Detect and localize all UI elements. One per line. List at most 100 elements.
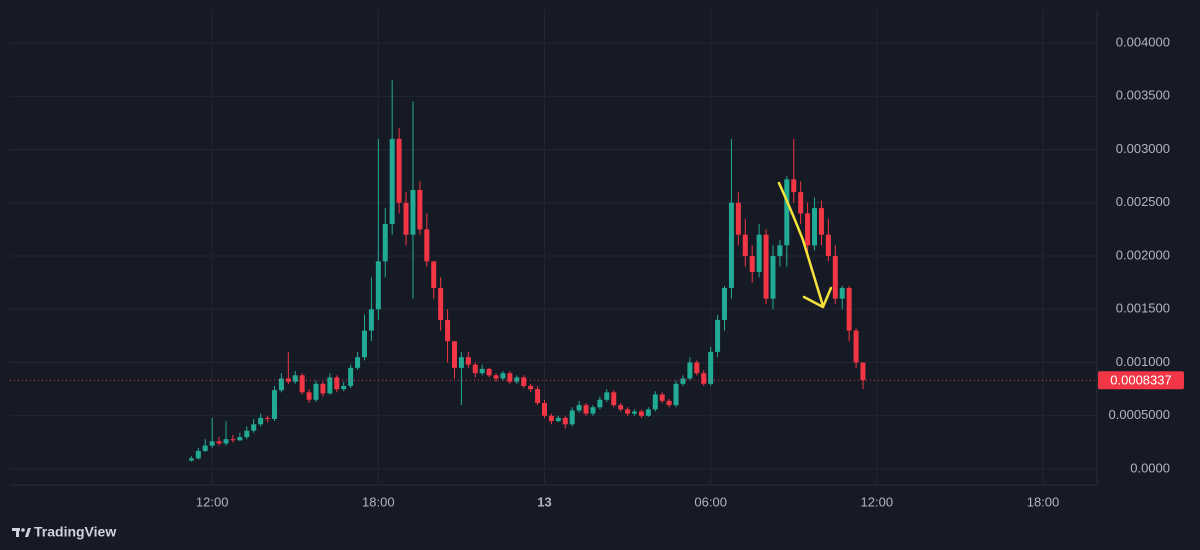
candle-body [403,202,409,235]
candle-body [410,189,416,235]
candle-body [202,445,208,451]
y-tick-label: 0.003500 [1116,88,1170,103]
candle-body [687,362,693,379]
candle-body [451,341,457,368]
candle-body [472,364,478,374]
brand-logo [12,528,31,537]
candle-body [223,439,229,444]
candle-body [562,417,568,425]
candle-body [313,383,319,400]
x-tick-label: 12:00 [196,494,229,509]
candle-body [618,405,624,410]
candle-body [784,179,790,246]
candle-body [541,402,547,416]
candle-body [555,417,561,422]
logo-part [21,528,25,532]
y-tick-label: 0.0000 [1130,460,1170,475]
axes: 0.0000 0.0005000 0.001000 0.001500 0.002000 0… [10,34,1184,509]
y-tick-label: 0.0005000 [1109,407,1170,422]
candles [188,80,866,462]
candle-body [756,234,762,272]
candle-body [583,405,589,414]
candle-body [812,208,818,246]
candle-body [271,390,277,419]
candle-body [417,189,423,230]
candle-body [251,424,257,431]
arrow-shaft [777,181,825,308]
candle-body [500,373,506,379]
logo-part [16,528,19,537]
brand-name: TradingView [34,524,116,540]
y-tick-label: 0.001000 [1116,354,1170,369]
candle-body [860,362,866,381]
candle-body [438,287,444,320]
candle-body [486,368,492,376]
candle-body [798,192,804,214]
candle-body [805,213,811,246]
candle-body [604,392,610,400]
candle-body [715,319,721,352]
candle-body [791,179,797,193]
candle-body [258,417,264,425]
y-tick-label: 0.004000 [1116,34,1170,49]
y-tick-label: 0.002000 [1116,247,1170,262]
candle-body [424,229,430,262]
x-tick-label: 18:00 [362,494,395,509]
candle-body [666,400,672,406]
candle-body [285,378,291,382]
candle-body [396,138,402,203]
candle-body [445,319,451,342]
candle-body [465,357,471,365]
x-tick-label: 12:00 [861,494,894,509]
candle-body [368,309,374,331]
candle-body [548,415,554,422]
candle-body [722,287,728,320]
candle-body [355,357,361,368]
candle-body [673,383,679,406]
candle-body [749,256,755,272]
logo-part [25,528,31,537]
candle-body [292,375,298,382]
candle-body [348,367,354,386]
candle-body [299,375,305,393]
candle-body [590,407,596,414]
candle-body [611,392,617,406]
candle-body [569,410,575,425]
candle-body [244,430,250,438]
candle-body [742,234,748,257]
candle-body [209,441,215,446]
candle-body [652,394,658,410]
candle-body [701,373,707,384]
last-price-box [1098,371,1184,390]
candle-body [389,138,395,225]
candle-body [659,394,665,401]
y-tick-label: 0.002500 [1116,194,1170,209]
candle-body [230,439,236,441]
y-tick-label: 0.001500 [1116,301,1170,316]
candle-body [327,377,333,394]
candle-body [431,261,437,288]
candle-body [694,362,700,374]
candle-body [361,330,367,358]
candle-body [479,368,485,374]
candle-body [514,377,520,382]
candle-body [597,399,603,408]
candle-body [507,373,513,382]
candle-body [576,405,582,411]
candle-body [853,330,859,363]
candle-body [632,411,638,414]
candle-body [195,450,201,459]
candle-body [521,377,527,386]
candle-body [846,287,852,331]
last-price-label: 0.0008337 [1110,373,1171,388]
candle-body [528,385,534,390]
candle-body [832,256,838,299]
candle-body [763,234,769,299]
candle-body [708,351,714,384]
candle-body [458,357,464,368]
candle-body [375,261,381,310]
candle-body [770,256,776,299]
candle-body [341,385,347,390]
candle-body [320,383,326,394]
